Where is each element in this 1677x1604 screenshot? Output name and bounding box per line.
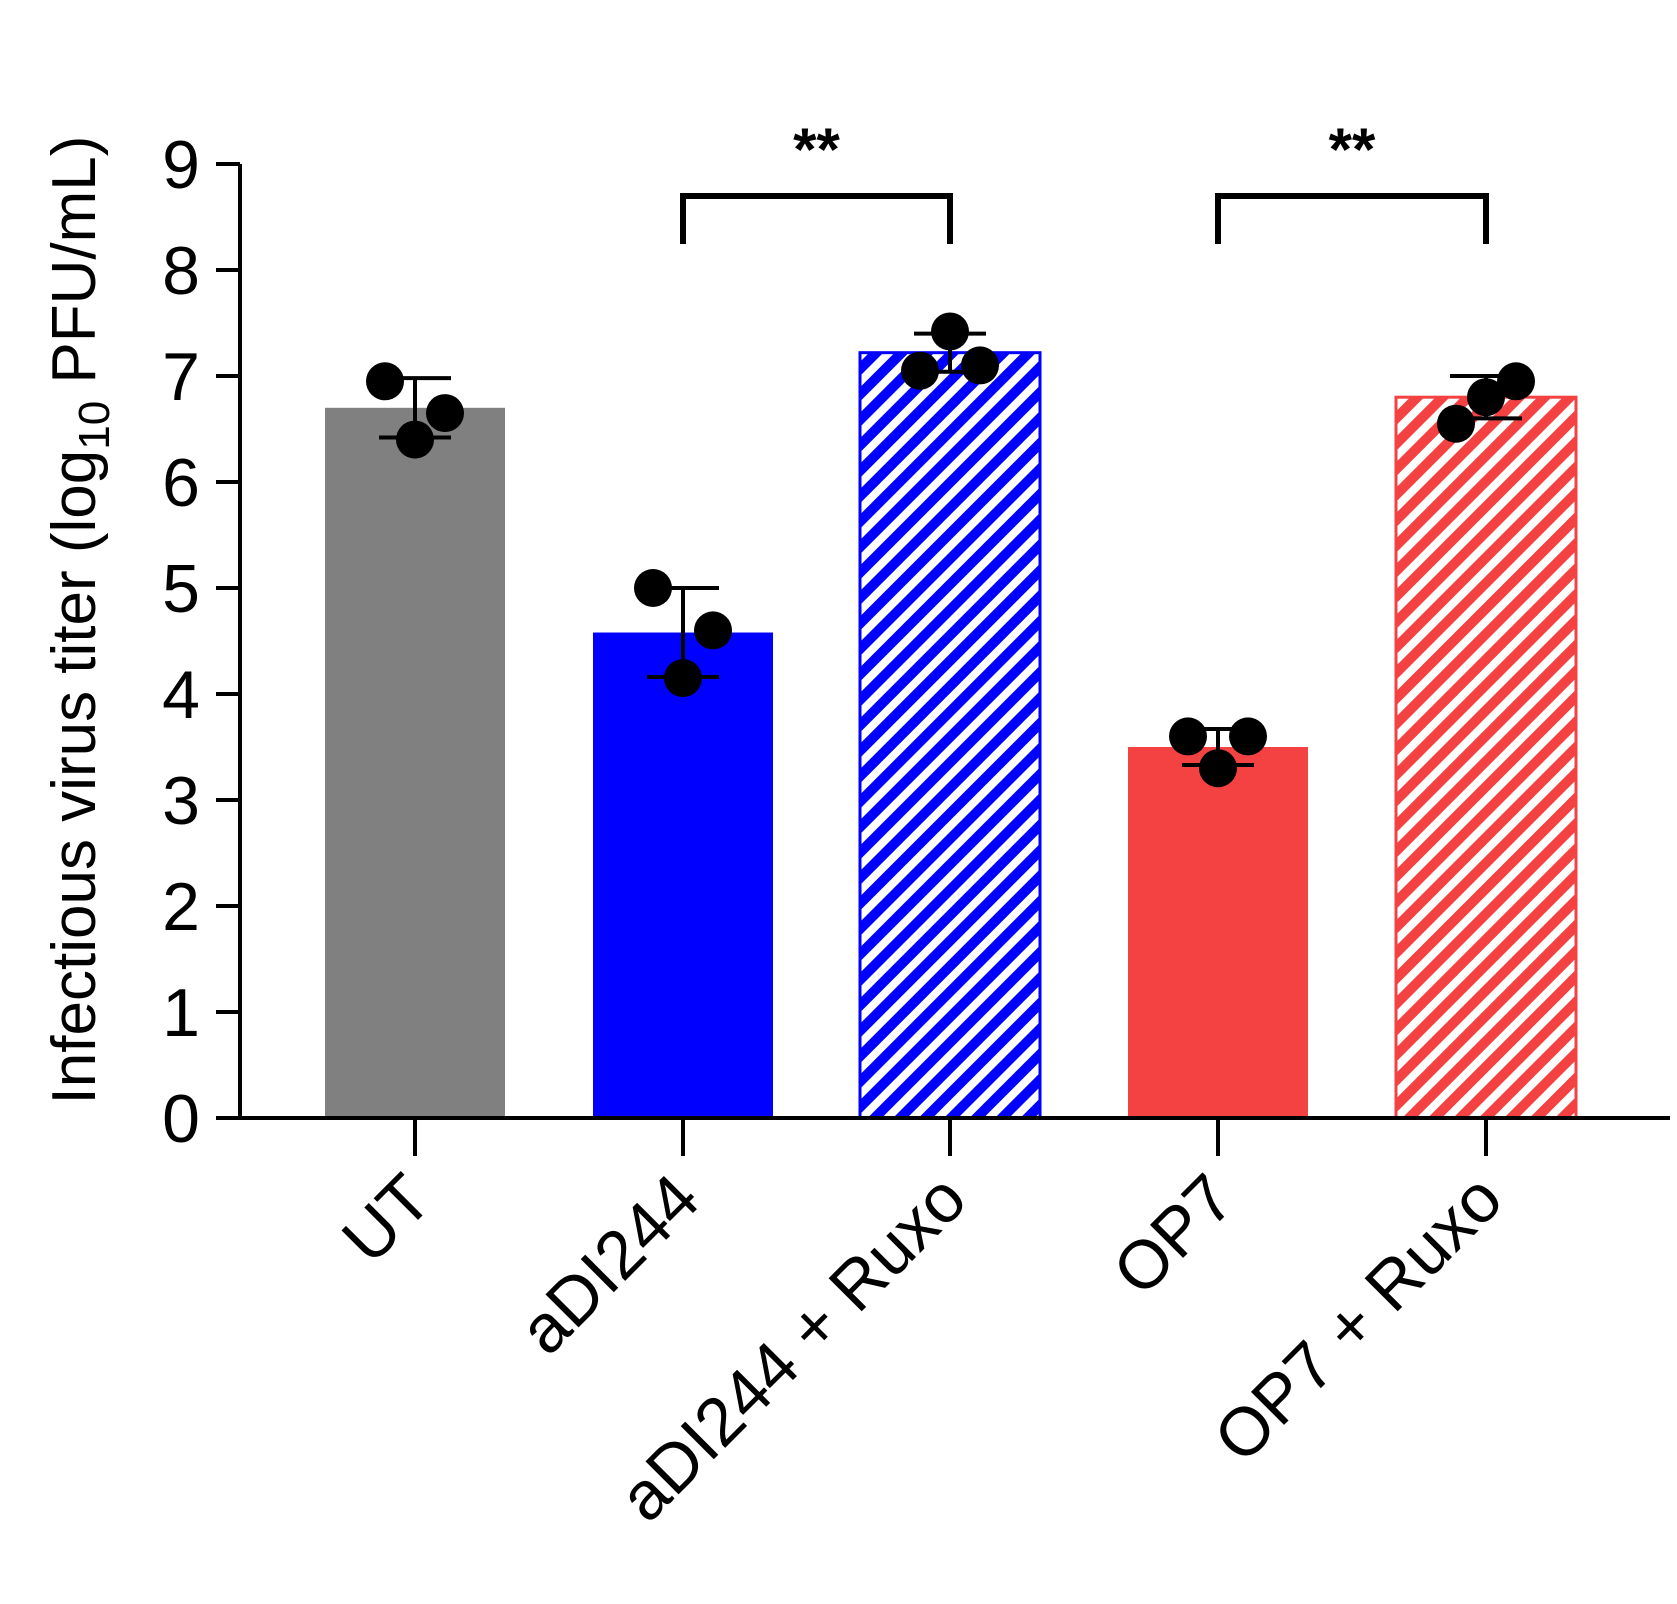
significance-bracket xyxy=(680,193,953,244)
x-category-label: UT xyxy=(328,1160,446,1278)
significance-bracket xyxy=(1215,193,1489,244)
y-tick-label: 7 xyxy=(162,339,200,415)
replicate-point xyxy=(1199,749,1237,788)
replicate-point xyxy=(426,394,464,433)
replicate-point xyxy=(901,351,939,390)
y-tick-label: 9 xyxy=(162,127,200,203)
replicate-point xyxy=(1467,378,1505,417)
replicate-point xyxy=(396,420,434,459)
replicate-point xyxy=(694,611,732,650)
bar xyxy=(593,632,773,1118)
replicate-point xyxy=(931,312,969,351)
significance-brackets: ** ** xyxy=(680,116,1489,244)
replicate-point xyxy=(1497,362,1535,401)
bar xyxy=(1128,747,1308,1118)
replicate-point xyxy=(634,569,672,607)
y-axis-title-suffix: PFU/mL) xyxy=(40,136,109,401)
replicate-point xyxy=(1169,717,1207,756)
y-tick-label: 6 xyxy=(162,445,200,521)
significance-label: ** xyxy=(793,116,840,183)
bars-group xyxy=(325,351,1578,1120)
replicate-point xyxy=(1437,404,1475,443)
replicate-point xyxy=(664,659,702,698)
replicate-point xyxy=(366,362,404,401)
y-axis-title-prefix: Infectious virus titer (log xyxy=(40,450,109,1105)
y-tick-label: 4 xyxy=(162,657,200,733)
y-axis: 0 1 2 3 4 5 6 7 8 9 xyxy=(162,127,242,1157)
y-tick-label: 3 xyxy=(162,763,200,839)
y-tick-label: 5 xyxy=(162,551,200,627)
y-axis-title: Infectious virus titer (log10 PFU/mL) xyxy=(40,136,119,1105)
replicate-point xyxy=(1229,717,1267,756)
y-axis-title-subscript: 10 xyxy=(70,401,119,450)
x-category-label: aDI244 xyxy=(505,1160,714,1369)
bar xyxy=(858,351,1042,1120)
y-tick-label: 8 xyxy=(162,233,200,309)
x-category-label: OP7 + Ruxo xyxy=(1200,1160,1517,1477)
y-tick-label: 1 xyxy=(162,975,200,1051)
bar xyxy=(325,407,505,1118)
svg-text:Infectious virus titer (log10: Infectious virus titer (log10 PFU/mL) xyxy=(40,136,119,1105)
x-category-label: OP7 xyxy=(1099,1160,1249,1310)
significance-label: ** xyxy=(1329,116,1376,183)
y-tick-label: 0 xyxy=(162,1081,200,1157)
bar xyxy=(1394,395,1578,1120)
replicate-point xyxy=(961,346,999,385)
y-tick-label: 2 xyxy=(162,869,200,945)
replicate-points-group xyxy=(366,312,1535,788)
